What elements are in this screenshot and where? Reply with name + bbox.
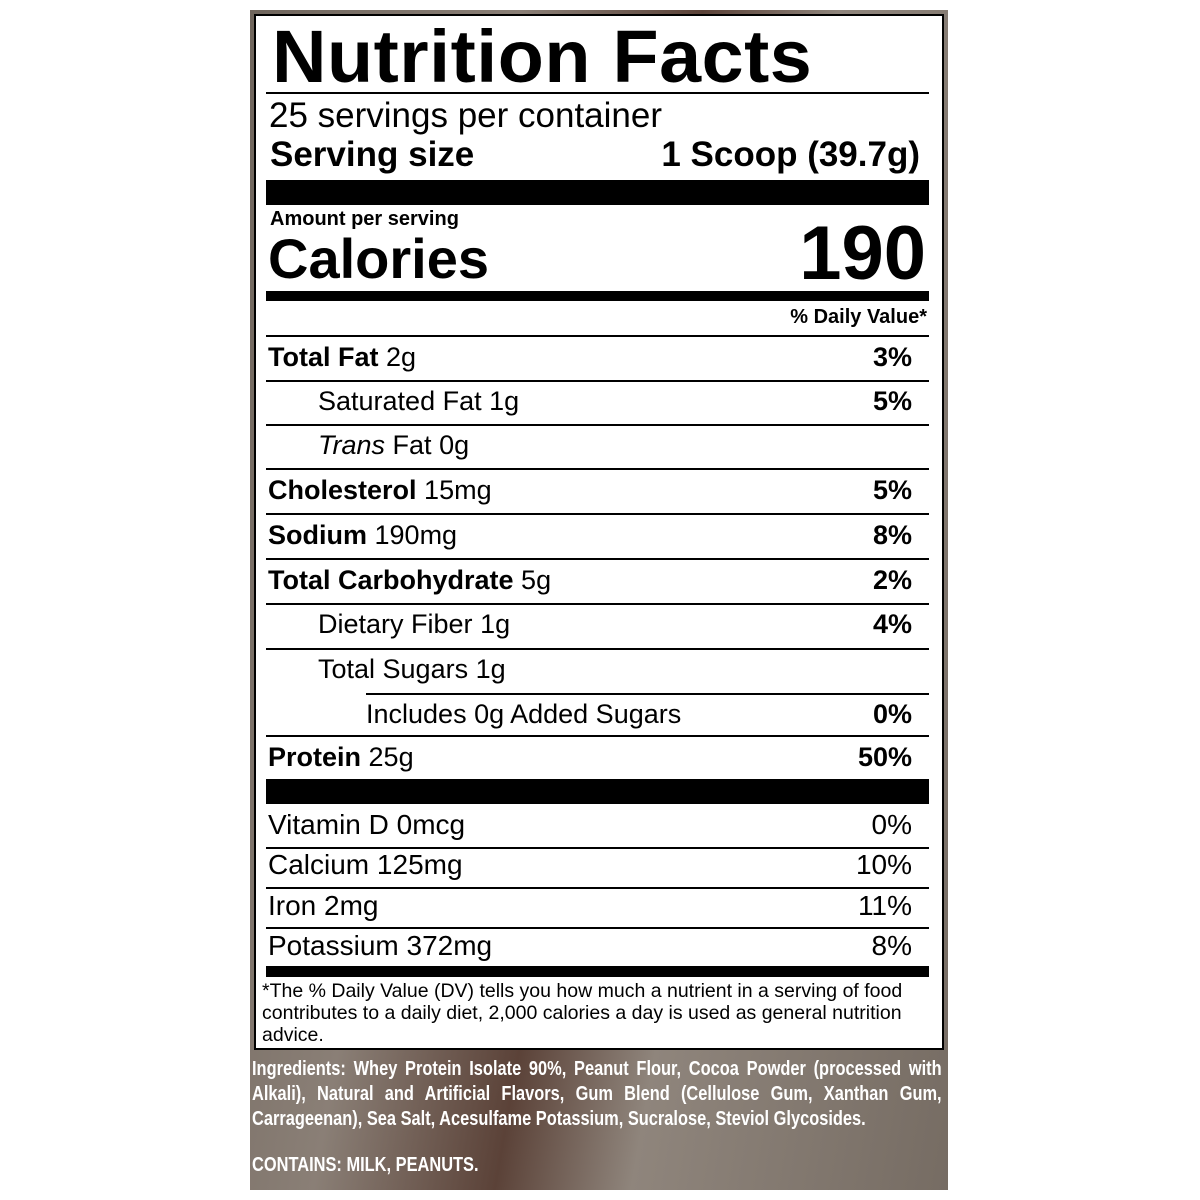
vitamin-name: Iron	[268, 890, 317, 921]
label-title: Nutrition Facts	[272, 15, 813, 98]
serving-size-label: Serving size	[270, 135, 475, 174]
divider	[266, 380, 929, 382]
divider	[266, 648, 929, 650]
nutrient-name: Total Fat	[268, 342, 379, 372]
nutrient-row: Total Carbohydrate 5g 2%	[268, 560, 912, 600]
nutrient-name: Protein	[268, 742, 362, 772]
nutrient-row: Saturated Fat 1g 5%	[318, 381, 912, 421]
servings-per-container: 25 servings per container	[269, 96, 662, 135]
nutrient-daily-value: 4%	[872, 609, 912, 639]
medium-divider	[266, 291, 929, 301]
vitamin-amount: 125mg	[376, 849, 463, 880]
divider	[266, 335, 929, 337]
vitamin-row: Calcium 125mg 10%	[268, 845, 912, 885]
vitamin-daily-value: 11%	[858, 890, 912, 921]
nutrient-amount: 0g	[439, 430, 470, 460]
nutrient-name-italic: Trans	[318, 430, 386, 460]
medium-divider	[266, 966, 929, 977]
nutrient-row: Protein 25g 50%	[268, 737, 912, 777]
nutrient-name: Total Sugars	[318, 654, 469, 684]
vitamin-daily-value: 0%	[871, 809, 912, 840]
nutrient-daily-value: 5%	[872, 475, 912, 505]
nutrient-amount: 1g	[489, 386, 520, 416]
nutrient-amount: 2g	[386, 342, 417, 372]
divider	[366, 693, 929, 695]
amount-per-serving: Amount per serving	[270, 208, 459, 230]
vitamin-daily-value: 8%	[871, 930, 912, 961]
nutrient-daily-value: 3%	[872, 342, 912, 372]
vitamin-amount: 372mg	[406, 930, 493, 961]
nutrient-name: Fat	[392, 430, 432, 460]
nutrient-row: Cholesterol 15mg 5%	[268, 470, 912, 510]
vitamin-amount: 2mg	[324, 890, 379, 921]
vitamin-daily-value: 10%	[855, 849, 912, 880]
calories-value: 190	[799, 211, 926, 296]
nutrient-amount: 25g	[368, 742, 414, 772]
divider	[266, 927, 929, 929]
vitamin-row: Iron 2mg 11%	[268, 886, 912, 926]
nutrient-name: Includes 0g Added Sugars	[366, 699, 682, 729]
nutrient-row: Total Fat 2g 3%	[268, 337, 912, 377]
daily-value-footnote: *The % Daily Value (DV) tells you how mu…	[262, 980, 903, 1046]
nutrient-daily-value: 2%	[872, 565, 912, 595]
divider	[266, 603, 929, 605]
nutrient-daily-value: 8%	[872, 520, 912, 550]
nutrient-row: Trans Fat 0g	[318, 425, 912, 465]
divider	[266, 887, 929, 889]
nutrient-daily-value: 50%	[857, 742, 912, 772]
nutrient-name: Total Carbohydrate	[268, 565, 514, 595]
nutrient-name: Saturated Fat	[318, 386, 482, 416]
allergen-statement: CONTAINS: MILK, PEANUTS.	[252, 1154, 479, 1176]
nutrient-daily-value: 0%	[872, 699, 912, 729]
nutrient-row: Includes 0g Added Sugars 0%	[366, 694, 912, 734]
divider	[266, 468, 929, 470]
calories-label: Calories	[268, 227, 489, 290]
nutrient-name: Sodium	[268, 520, 367, 550]
vitamin-name: Vitamin D	[268, 809, 389, 840]
divider	[266, 513, 929, 515]
vitamin-name: Calcium	[268, 849, 370, 880]
nutrient-row: Sodium 190mg 8%	[268, 515, 912, 555]
ingredients-text: Ingredients: Whey Protein Isolate 90%, P…	[252, 1058, 942, 1130]
nutrient-amount: 15mg	[424, 475, 492, 505]
nutrient-name: Dietary Fiber	[318, 609, 473, 639]
serving-size-value: 1 Scoop (39.7g)	[661, 135, 920, 174]
nutrient-daily-value: 5%	[872, 386, 912, 416]
divider	[266, 558, 929, 560]
divider	[266, 735, 929, 737]
divider	[266, 424, 929, 426]
divider	[266, 92, 929, 94]
thick-divider	[266, 180, 929, 205]
nutrient-amount: 1g	[475, 654, 506, 684]
thick-divider	[266, 779, 929, 804]
nutrient-amount: 5g	[521, 565, 552, 595]
nutrient-row: Dietary Fiber 1g 4%	[318, 604, 912, 644]
nutrient-row: Total Sugars 1g	[318, 649, 912, 689]
vitamin-amount: 0mcg	[396, 809, 466, 840]
nutrient-amount: 190mg	[374, 520, 458, 550]
vitamin-row: Potassium 372mg 8%	[268, 926, 912, 966]
nutrient-amount: 1g	[480, 609, 511, 639]
vitamin-name: Potassium	[268, 930, 399, 961]
nutrient-name: Cholesterol	[268, 475, 417, 505]
divider	[266, 847, 929, 849]
vitamin-row: Vitamin D 0mcg 0%	[268, 805, 912, 845]
daily-value-header: % Daily Value*	[790, 306, 927, 328]
